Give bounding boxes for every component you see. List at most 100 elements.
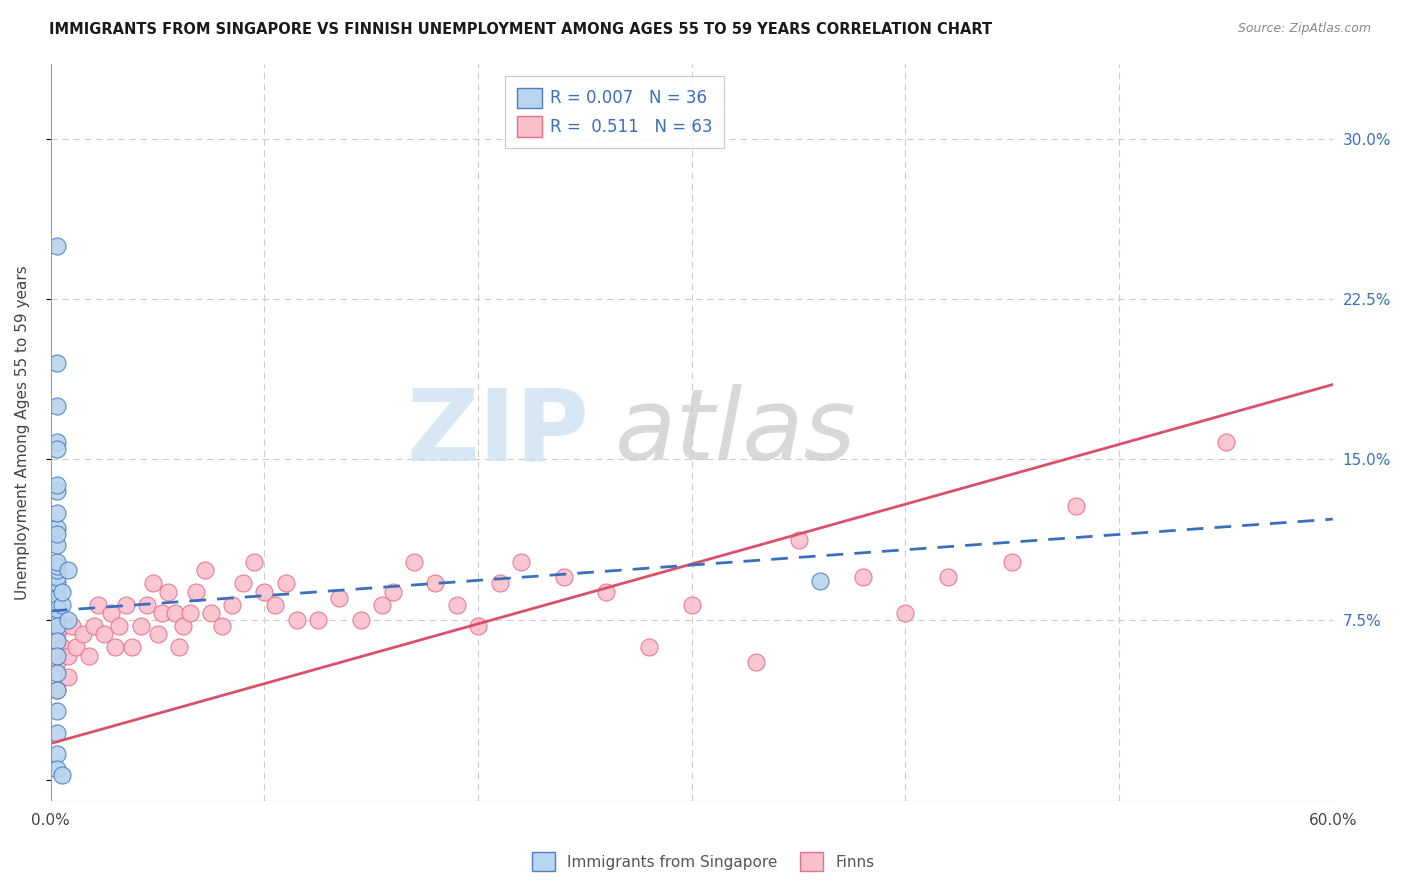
Text: Source: ZipAtlas.com: Source: ZipAtlas.com [1237,22,1371,36]
Point [46,665,69,680]
Point [595,584,617,599]
Point [46,602,69,616]
Point [51,584,73,599]
Text: ZIP: ZIP [406,384,589,481]
Point [46,559,69,574]
Point [46,598,69,612]
Text: IMMIGRANTS FROM SINGAPORE VS FINNISH UNEMPLOYMENT AMONG AGES 55 TO 59 YEARS CORR: IMMIGRANTS FROM SINGAPORE VS FINNISH UNE… [49,22,993,37]
Point [56,648,79,663]
Point [1001,555,1024,569]
Point [808,574,831,588]
Point [93,627,115,641]
Point [46,356,69,370]
Point [46,521,69,535]
Point [46,627,69,641]
Point [1066,500,1088,514]
Point [46,435,69,450]
Point [253,584,276,599]
Point [46,538,69,552]
Point [46,683,69,698]
Point [150,606,173,620]
Point [51,619,73,633]
Point [129,619,152,633]
Point [72,627,94,641]
Point [681,598,703,612]
Point [146,627,169,641]
Point [56,670,79,684]
Point [46,555,69,569]
Point [194,563,217,577]
Point [46,633,69,648]
Point [179,606,201,620]
Point [200,606,222,620]
Point [894,606,917,620]
Point [87,598,110,612]
Point [285,613,308,627]
Point [46,527,69,541]
Text: atlas: atlas [614,384,856,481]
Point [46,655,69,669]
Point [787,533,810,548]
Point [381,584,404,599]
Point [349,613,371,627]
Point [852,570,875,584]
Point [638,640,661,655]
Point [307,613,329,627]
Point [108,619,131,633]
Point [51,598,73,612]
Point [745,655,768,669]
Point [79,648,101,663]
Point [221,598,243,612]
Point [264,598,287,612]
Point [46,399,69,413]
Point [46,619,69,633]
Point [56,613,79,627]
Point [163,606,186,620]
Point [83,619,105,633]
Point [46,725,69,739]
Point [167,640,190,655]
Point [425,576,447,591]
Point [114,598,136,612]
Point [60,619,83,633]
Point [46,506,69,520]
Legend: Immigrants from Singapore, Finns: Immigrants from Singapore, Finns [526,847,880,877]
Point [1215,435,1237,450]
Point [46,705,69,719]
Y-axis label: Unemployment Among Ages 55 to 59 years: Unemployment Among Ages 55 to 59 years [15,265,30,600]
Point [211,619,233,633]
Point [136,598,159,612]
Point [46,683,69,698]
Point [46,570,69,584]
Point [184,584,207,599]
Point [46,238,69,252]
Point [100,606,122,620]
Legend: R = 0.007   N = 36, R =  0.511   N = 63: R = 0.007 N = 36, R = 0.511 N = 63 [505,76,724,148]
Point [46,576,69,591]
Point [46,584,69,599]
Point [402,555,425,569]
Point [274,576,297,591]
Point [467,619,489,633]
Point [104,640,127,655]
Point [46,591,69,606]
Point [232,576,254,591]
Point [446,598,468,612]
Point [553,570,575,584]
Point [56,563,79,577]
Point [172,619,194,633]
Point [46,478,69,492]
Point [142,576,165,591]
Point [46,613,69,627]
Point [157,584,180,599]
Point [46,762,69,776]
Point [243,555,266,569]
Point [51,640,73,655]
Point [328,591,350,606]
Point [51,768,73,782]
Point [65,640,87,655]
Point [46,747,69,761]
Point [46,484,69,499]
Point [509,555,531,569]
Point [488,576,510,591]
